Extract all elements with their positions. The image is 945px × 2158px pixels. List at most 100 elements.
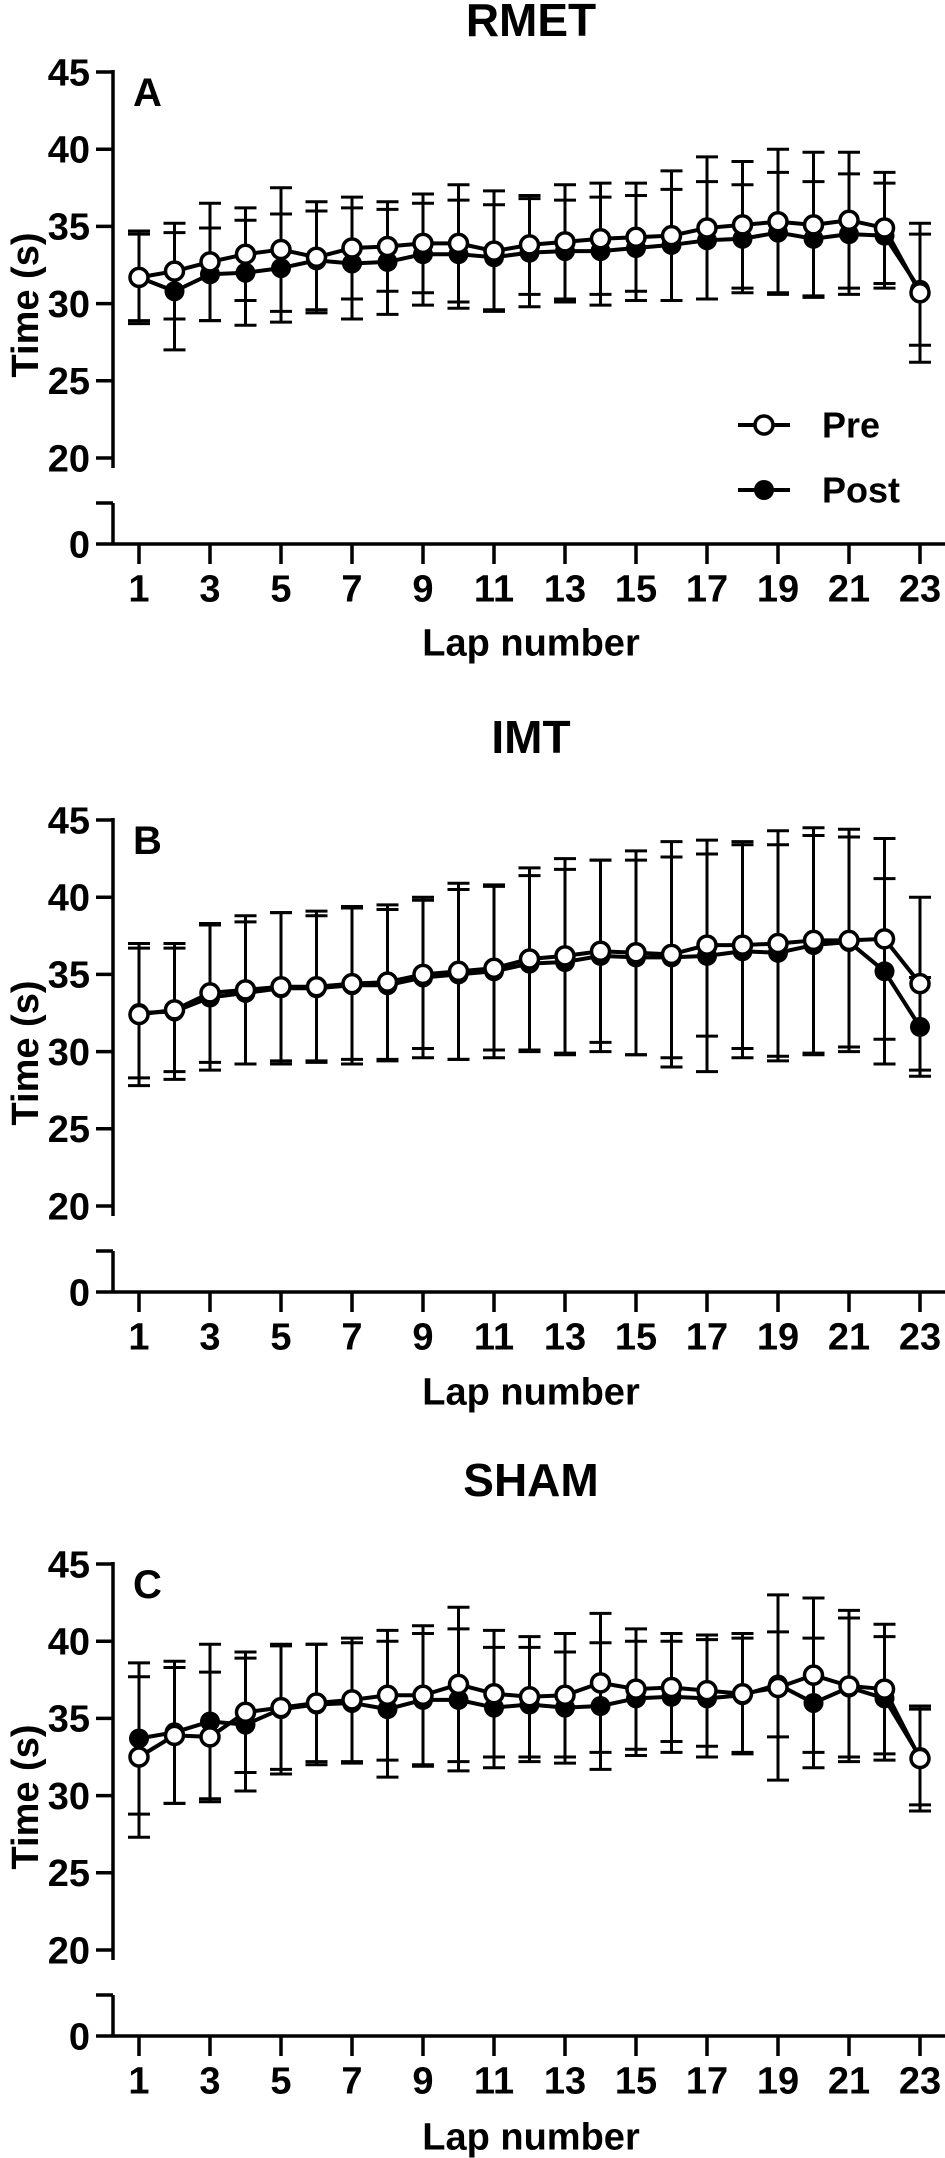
x-tick-label: 19 — [757, 1316, 799, 1358]
pre-marker — [199, 251, 221, 273]
pre-marker — [731, 1682, 754, 1705]
x-tick-label: 3 — [199, 1316, 220, 1358]
y-tick-label-zero: 0 — [69, 524, 90, 566]
x-tick-label: 21 — [828, 568, 870, 610]
pre-marker — [163, 260, 186, 282]
y-tick-label: 20 — [48, 1186, 90, 1228]
pre-marker — [731, 934, 754, 956]
pre-marker — [270, 1696, 292, 1719]
x-tick-label: 5 — [270, 568, 291, 610]
x-tick-label: 15 — [615, 568, 657, 610]
x-tick-label: 5 — [270, 2060, 291, 2102]
pre-marker — [625, 942, 647, 964]
pre-marker — [412, 963, 434, 986]
y-tick-label: 20 — [48, 438, 90, 480]
y-axis-title: Time (s) — [5, 980, 47, 1125]
error-bars-pre — [128, 147, 931, 364]
pre-marker — [447, 1673, 470, 1696]
x-tick-label: 3 — [199, 568, 220, 610]
x-tick-label: 5 — [270, 1316, 291, 1358]
pre-marker — [447, 960, 470, 983]
legend-label-post: Post — [822, 470, 900, 511]
y-tick-label: 45 — [48, 52, 90, 94]
pre-marker — [696, 934, 718, 956]
pre-marker — [234, 243, 257, 265]
panel-title-c: SHAM — [463, 1454, 598, 1506]
pre-marker — [660, 224, 683, 247]
panel-title-b: IMT — [491, 719, 570, 763]
pre-marker — [802, 1664, 825, 1686]
x-tick-label: 3 — [199, 2060, 220, 2102]
y-tick-label-zero: 0 — [69, 1272, 90, 1314]
pre-marker — [873, 1678, 896, 1700]
pre-marker — [625, 1678, 647, 1700]
pre-marker — [234, 979, 257, 1001]
y-tick-label: 40 — [48, 130, 90, 172]
pre-marker — [341, 1689, 363, 1711]
panel-sham: SHAM C Time (s) 45 40 35 30 25 20 0 1 3 5 7 9 11 13 15 17 1… — [0, 1439, 945, 2158]
pre-marker — [163, 1724, 186, 1747]
panel-letter-c: C — [133, 1563, 162, 1607]
x-tick-label: 9 — [412, 2060, 433, 2102]
y-tick-label-zero: 0 — [69, 2016, 90, 2058]
pre-marker — [483, 240, 505, 262]
pre-marker — [199, 982, 221, 1004]
y-tick-label: 30 — [48, 284, 90, 326]
series-pre — [128, 826, 931, 1088]
pre-marker — [128, 1003, 150, 1026]
y-axis-title: Time (s) — [5, 232, 47, 377]
x-tick-label: 11 — [474, 2060, 514, 2102]
x-tick-label: 23 — [899, 1316, 941, 1358]
y-tick-label: 25 — [48, 1109, 90, 1151]
pre-marker — [270, 976, 292, 998]
x-tick-label: 19 — [757, 568, 799, 610]
x-axis-title: Lap number — [422, 2116, 640, 2158]
x-tick-label: 1 — [128, 568, 149, 610]
x-tick-label: 23 — [899, 2060, 941, 2102]
pre-marker — [767, 211, 789, 233]
pre-marker — [163, 999, 186, 1021]
panel-letter-b: B — [133, 819, 162, 863]
y-tick-label: 45 — [48, 800, 90, 842]
x-tick-label: 1 — [128, 2060, 149, 2102]
pre-marker — [270, 238, 292, 261]
pre-marker — [554, 231, 576, 253]
panel-title-a: RMET — [466, 0, 596, 46]
legend-filled-circle-icon — [754, 480, 774, 500]
y-tick-label: 40 — [48, 1622, 90, 1664]
x-tick-label: 21 — [828, 2060, 870, 2102]
y-tick-label: 35 — [48, 207, 90, 249]
pre-marker — [412, 1684, 434, 1706]
series-pre — [128, 1593, 931, 1839]
pre-marker — [518, 234, 541, 256]
pre-marker — [838, 1675, 860, 1697]
y-axis-title: Time (s) — [5, 1724, 47, 1869]
x-axis-title: Lap number — [422, 1371, 640, 1413]
pre-marker — [767, 932, 789, 955]
pre-marker — [376, 971, 399, 993]
x-tick-label: 19 — [757, 2060, 799, 2102]
x-tick-label: 17 — [686, 1316, 728, 1358]
pre-marker — [518, 1686, 541, 1708]
y-axis — [96, 1562, 115, 2036]
y-tick-label: 25 — [48, 361, 90, 403]
panel-rmet: RMET A Time (s) 45 40 35 30 25 20 0 1 3 5 7 9 11 13 15 17 1… — [0, 0, 945, 719]
pre-marker — [838, 209, 860, 231]
pre-marker — [128, 266, 150, 289]
x-tick-label: 15 — [615, 1316, 657, 1358]
panel-letter-a: A — [133, 71, 162, 115]
pre-marker — [376, 1684, 399, 1706]
x-tick-label: 17 — [686, 568, 728, 610]
legend: Pre Post — [738, 405, 900, 511]
series-pre — [128, 147, 931, 364]
pre-marker — [447, 232, 470, 255]
pre-marker — [234, 1701, 257, 1723]
pre-marker — [909, 282, 931, 304]
legend-open-circle-icon — [753, 414, 775, 436]
x-tick-label: 1 — [128, 1316, 149, 1358]
pre-marker — [199, 1726, 221, 1748]
y-axis — [96, 818, 115, 1292]
pre-marker — [589, 940, 612, 962]
